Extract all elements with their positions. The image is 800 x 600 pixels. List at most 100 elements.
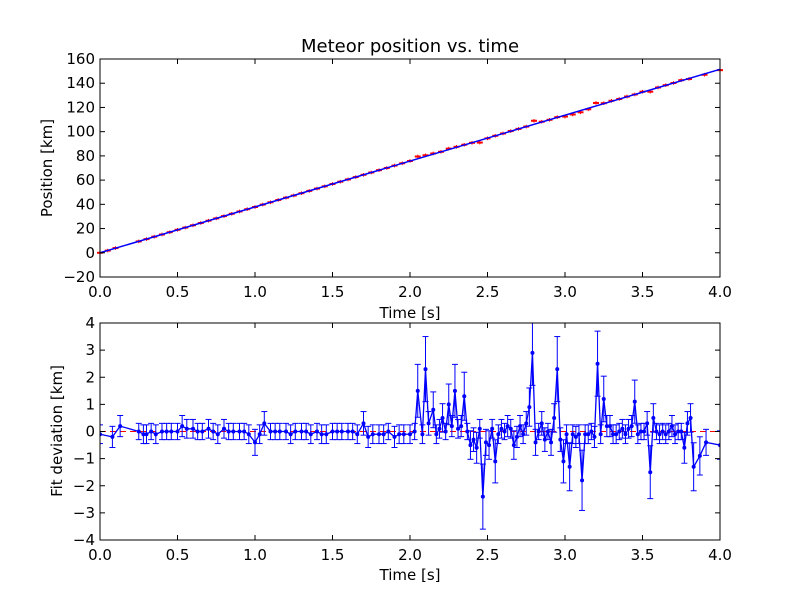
data-point xyxy=(222,426,226,431)
data-point xyxy=(339,429,344,434)
data-point xyxy=(231,429,236,434)
data-point xyxy=(666,429,671,434)
data-point xyxy=(521,432,526,437)
data-point xyxy=(456,426,461,431)
data-point xyxy=(620,426,625,431)
x-axis-label: Time [s] xyxy=(379,304,441,322)
data-point xyxy=(465,429,470,434)
data-point xyxy=(483,440,488,445)
data-point xyxy=(642,429,647,434)
data-point xyxy=(533,440,538,445)
data-point xyxy=(355,432,360,437)
data-point xyxy=(288,432,293,437)
y-tick-label: 60 xyxy=(76,171,95,189)
data-point xyxy=(688,415,693,420)
data-point xyxy=(440,415,445,420)
y-axis-label: Fit deviation [km] xyxy=(48,365,66,497)
data-point xyxy=(468,443,473,448)
x-tick-label: 3.5 xyxy=(631,283,655,301)
data-point xyxy=(175,429,180,434)
data-point xyxy=(324,432,329,437)
y-tick-label: 3 xyxy=(85,341,95,359)
data-point xyxy=(195,429,200,434)
x-tick-label: 0.0 xyxy=(88,283,112,301)
data-point xyxy=(206,426,211,431)
y-tick-label: 0 xyxy=(85,244,95,262)
data-point xyxy=(638,429,643,434)
data-point xyxy=(211,429,216,434)
data-point xyxy=(536,429,541,434)
x-tick-label: 0.5 xyxy=(166,546,190,564)
data-point xyxy=(527,405,532,410)
data-point xyxy=(487,443,492,448)
x-tick-label: 3.5 xyxy=(631,546,655,564)
y-tick-label: 40 xyxy=(76,195,95,213)
position-chart: Meteor position vs. time 0.0 0.5 1.0 1.5 2.0… xyxy=(38,36,732,322)
data-point xyxy=(691,464,696,469)
data-point xyxy=(431,407,436,412)
y-tick-label: 1 xyxy=(85,395,95,413)
data-point xyxy=(549,440,554,445)
data-point xyxy=(685,421,690,426)
data-point xyxy=(200,429,205,434)
data-point xyxy=(592,434,597,439)
data-point xyxy=(443,429,448,434)
y-tick-label: −20 xyxy=(63,268,95,286)
fit-line xyxy=(99,68,721,254)
data-point xyxy=(153,432,158,437)
data-point xyxy=(366,434,371,439)
data-point xyxy=(573,434,578,439)
data-point xyxy=(284,429,288,434)
data-point xyxy=(524,421,529,426)
data-point xyxy=(423,367,428,372)
x-tick-label: 4.0 xyxy=(708,546,732,564)
data-point xyxy=(308,432,313,437)
data-point xyxy=(518,424,523,429)
y-axis-label: Position [km] xyxy=(38,119,56,217)
y-tick-label: 0 xyxy=(85,423,95,441)
data-point xyxy=(242,429,247,434)
y-tick-label: 20 xyxy=(76,220,95,238)
data-point xyxy=(408,432,412,437)
data-point xyxy=(502,429,507,434)
data-point xyxy=(635,432,640,437)
data-point xyxy=(663,432,668,437)
data-point xyxy=(335,429,340,434)
data-point xyxy=(184,426,189,431)
data-point xyxy=(617,429,622,434)
data-point xyxy=(490,426,495,431)
y-tick-label: 4 xyxy=(85,314,95,332)
y-tick-label: −1 xyxy=(73,450,95,468)
data-point xyxy=(459,424,464,429)
data-point xyxy=(611,432,616,437)
data-point xyxy=(660,429,665,434)
data-point xyxy=(570,432,575,437)
data-point xyxy=(508,426,513,431)
data-point xyxy=(645,421,650,426)
y-tick-label: 140 xyxy=(66,74,95,92)
data-point xyxy=(401,432,406,437)
data-point xyxy=(514,434,519,439)
data-point xyxy=(299,429,304,434)
data-point xyxy=(682,445,687,450)
y-tick-label: −3 xyxy=(73,504,95,522)
plot-frame xyxy=(99,58,721,278)
data-point xyxy=(160,429,164,434)
data-point xyxy=(397,432,402,437)
plot-area xyxy=(100,323,720,530)
data-point xyxy=(505,424,510,429)
data-point xyxy=(648,470,653,475)
x-tick-label: 1.5 xyxy=(321,546,345,564)
x-tick-label: 2.0 xyxy=(398,546,422,564)
data-point xyxy=(673,432,678,437)
data-point xyxy=(669,424,674,429)
data-point xyxy=(496,432,501,437)
y-tick-label: −4 xyxy=(73,531,95,549)
data-point xyxy=(576,432,581,437)
data-point xyxy=(277,429,282,434)
data-point xyxy=(499,426,504,431)
x-tick-label: 1.0 xyxy=(243,546,267,564)
chart-title: Meteor position vs. time xyxy=(301,36,519,57)
data-point xyxy=(377,432,381,437)
data-point xyxy=(262,421,267,426)
